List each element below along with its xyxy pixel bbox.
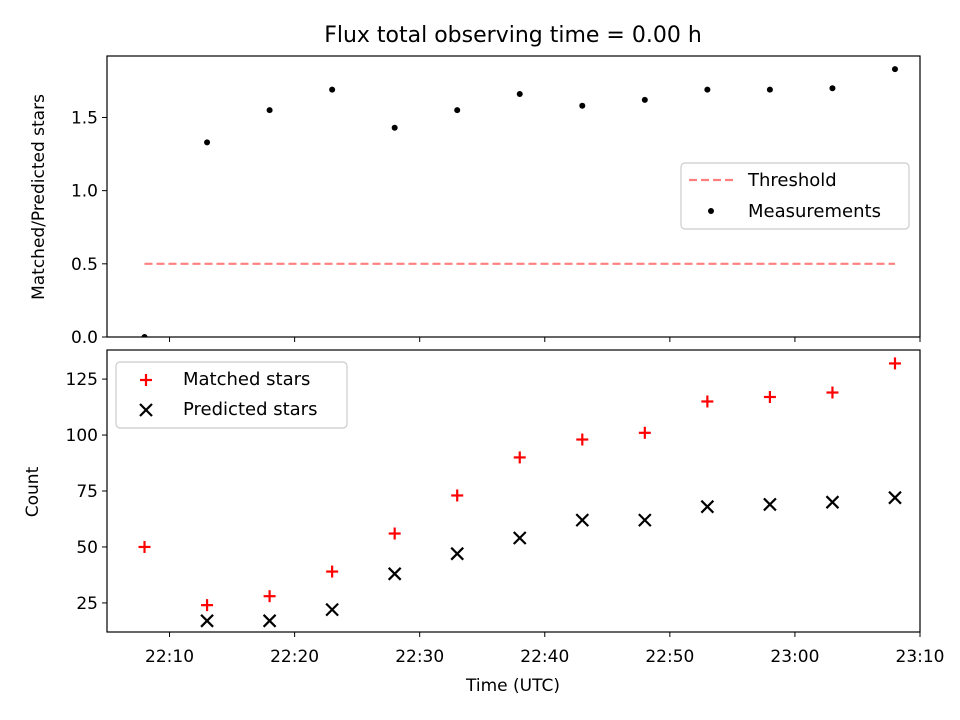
measurements-point (266, 107, 273, 114)
top-y-axis-label: Matched/Predicted stars (29, 94, 49, 300)
top-axes-frame (106, 55, 921, 338)
y-tick-label: 1.0 (71, 182, 98, 202)
y-tick-label: 75 (76, 482, 98, 502)
predicted-stars-point (700, 499, 715, 514)
predicted-stars-point (262, 614, 277, 628)
predicted-stars-point-stroke-b (450, 546, 464, 561)
y-tick-label: 125 (66, 370, 98, 390)
matched-stars-point (388, 527, 401, 540)
predicted-stars-point-stroke-b (387, 567, 402, 581)
predicted-stars-point-stroke-b (262, 614, 277, 628)
measurements-point (516, 91, 523, 98)
plot-marks-0 (141, 66, 898, 337)
legend-label-predicted-stars: Predicted stars (183, 399, 317, 420)
y-tick-label: 0.0 (71, 328, 98, 348)
predicted-stars-point-stroke-b (512, 531, 527, 545)
bottom-y-axis-label: Count (23, 466, 43, 517)
top-legend-box (680, 162, 910, 230)
matched-stars-point (138, 540, 151, 553)
predicted-stars-point-stroke-b (575, 513, 590, 527)
matched-stars-point (638, 426, 651, 439)
measurements-legend-swatch (708, 208, 714, 214)
bottom-legend-box (115, 361, 348, 429)
predicted-stars-point (200, 614, 214, 628)
y-tick-label: 100 (66, 426, 98, 446)
predicted-stars-point-stroke-b (888, 490, 902, 505)
matched-stars-point (701, 395, 714, 408)
y-tick-label: 50 (76, 538, 98, 558)
x-tick-label: 22:30 (395, 647, 444, 667)
predicted-stars-point (763, 497, 777, 512)
chart-title: Flux total observing time = 0.00 h (324, 23, 702, 48)
measurements-point (829, 85, 836, 92)
legend-label-measurements: Measurements (748, 201, 881, 222)
top-panel: Flux total observing time = 0.00 h Match… (29, 23, 921, 348)
top-legend: Threshold Measurements (680, 162, 910, 230)
predicted-stars-point (825, 495, 840, 509)
predicted-stars-point-stroke-b (763, 497, 777, 512)
predicted-stars-point-stroke-b (700, 499, 715, 514)
measurements-point (454, 107, 461, 114)
matched-stars-point (326, 565, 339, 578)
top-plot-area: 0.0 0.5 1.0 1.5 (71, 66, 921, 348)
predicted-stars-point (387, 567, 402, 581)
x-tick-label: 22:40 (520, 647, 569, 667)
matched-stars-point (451, 489, 464, 502)
predicted-stars-legend-swatch (139, 403, 153, 417)
measurements-point (579, 102, 586, 109)
predicted-stars-point (638, 513, 652, 527)
predicted-stars-point (888, 490, 902, 505)
measurements-point (704, 86, 711, 93)
matched-stars-point (513, 451, 526, 464)
matched-stars-point (201, 599, 214, 612)
measurements-point (204, 139, 211, 146)
y-tick-label: 1.5 (71, 108, 98, 128)
predicted-stars-point-stroke-b (200, 614, 214, 628)
measurements-point (766, 86, 773, 93)
y-tick-label: 25 (76, 594, 98, 614)
matched-stars-point (763, 391, 776, 403)
legend-label-threshold: Threshold (747, 170, 837, 191)
bottom-axes-frame (106, 349, 921, 633)
measurements-point (391, 124, 398, 131)
measurements-point (141, 334, 148, 337)
predicted-stars-point-stroke-b (325, 602, 339, 617)
predicted-stars-point (325, 602, 339, 617)
predicted-stars-point (512, 531, 527, 545)
bottom-legend: Matched stars Predicted stars (115, 361, 348, 429)
x-tick-label: 23:10 (896, 647, 945, 667)
legend-label-matched-stars: Matched stars (183, 369, 310, 390)
matched-stars-legend-marker (140, 374, 152, 386)
plot-marks-1 (138, 357, 902, 628)
predicted-stars-point (450, 546, 464, 561)
y-tick-label: 0.5 (71, 255, 98, 275)
measurements-point (641, 96, 648, 103)
matched-stars-point (826, 386, 839, 399)
x-tick-label: 22:20 (270, 647, 319, 667)
matched-stars-legend-swatch (140, 374, 152, 386)
matched-stars-point (263, 590, 276, 603)
matched-stars-point (888, 357, 901, 370)
predicted-stars-legend-marker (139, 403, 153, 417)
measurements-point (891, 66, 898, 73)
x-tick-label: 22:50 (645, 647, 694, 667)
predicted-stars-point (575, 513, 590, 527)
predicted-stars-legend-marker-stroke-b (139, 403, 153, 417)
matched-stars-point (576, 433, 589, 446)
bottom-plot-area: 25 50 75 100 125 22:10 22:20 22:30 22:40 22:50 23:… (66, 357, 945, 667)
predicted-stars-point-stroke-b (825, 495, 840, 509)
x-tick-label: 23:00 (770, 647, 819, 667)
x-axis-label: Time (UTC) (465, 676, 560, 696)
measurements-point (329, 86, 336, 93)
predicted-stars-point-stroke-b (638, 513, 652, 527)
x-tick-label: 22:10 (145, 647, 194, 667)
